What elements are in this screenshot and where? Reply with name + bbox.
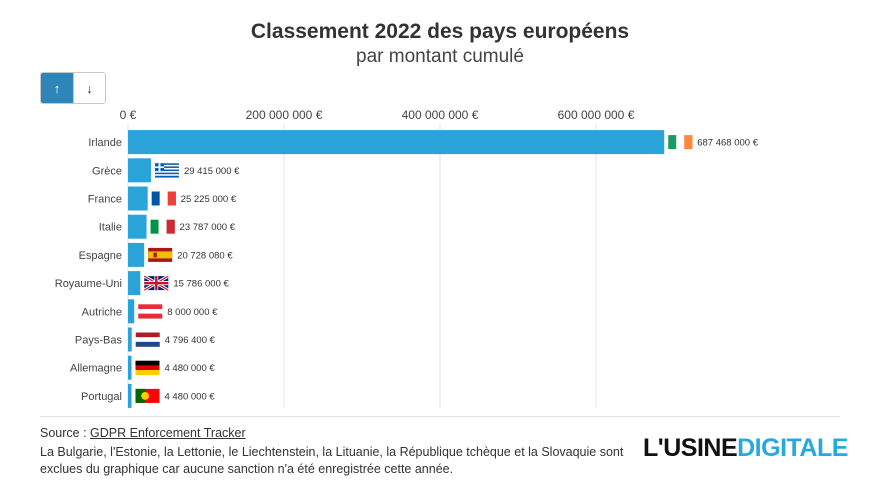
arrow-down-icon: ↓ — [86, 80, 93, 96]
data-label: 4 480 000 € — [164, 391, 215, 402]
data-label: 4 480 000 € — [164, 363, 215, 374]
flag-ie-icon — [668, 135, 693, 150]
x-tick-label: 600 000 000 € — [558, 108, 635, 122]
flag-nl-icon — [135, 332, 160, 347]
data-label: 4 796 400 € — [165, 335, 216, 346]
bar — [128, 271, 141, 296]
bar-chart: 0 € 200 000 000 € 400 000 000 € 600 000 000… — [55, 108, 759, 408]
category-label: Portugal — [81, 391, 122, 403]
flag-at-icon — [138, 304, 163, 319]
bar — [128, 242, 145, 267]
chart-subtitle: par montant cumulé — [356, 46, 524, 67]
data-label: 29 415 000 € — [184, 166, 240, 177]
bar — [128, 130, 665, 155]
data-label: 687 468 000 € — [697, 138, 758, 149]
bar — [128, 299, 135, 324]
flag-gr-icon — [154, 163, 179, 178]
flag-fr-icon — [151, 191, 176, 206]
data-label: 25 225 000 € — [181, 194, 237, 205]
data-label: 8 000 000 € — [167, 307, 218, 318]
sort-toggle: ↑ ↓ — [40, 72, 106, 104]
x-tick-label: 200 000 000 € — [246, 108, 323, 122]
data-label: 15 786 000 € — [173, 279, 229, 290]
source-line: Source : GDPR Enforcement Tracker — [40, 426, 246, 440]
publisher-logo: L'USINEDIGITALE — [643, 434, 848, 463]
category-label: Irlande — [88, 137, 122, 149]
bar — [128, 355, 132, 380]
arrow-up-icon: ↑ — [53, 80, 61, 96]
flag-pt-icon — [135, 388, 160, 403]
category-label: France — [88, 194, 122, 206]
flag-es-icon — [148, 247, 173, 262]
flag-de-icon — [135, 360, 160, 375]
x-tick-label: 400 000 000 € — [402, 108, 479, 122]
category-label: Autriche — [82, 306, 122, 318]
category-label: Espagne — [79, 250, 122, 262]
category-label: Allemagne — [70, 363, 122, 375]
sort-descending-button[interactable]: ↓ — [73, 73, 105, 103]
bar — [128, 383, 132, 408]
sort-ascending-button[interactable]: ↑ — [41, 73, 73, 103]
data-label: 20 728 080 € — [177, 250, 233, 261]
bar — [128, 186, 148, 211]
bar — [128, 327, 132, 352]
bar — [128, 214, 147, 239]
footer-divider — [40, 416, 840, 417]
logo-text-usine: L'USINE — [643, 434, 738, 462]
category-label: Grèce — [92, 165, 122, 177]
chart-title: Classement 2022 des pays européens — [250, 20, 630, 43]
flag-gb-icon — [143, 274, 170, 292]
category-label: Italie — [99, 222, 122, 234]
category-label: Pays-Bas — [75, 335, 123, 347]
bar — [128, 158, 151, 183]
source-link[interactable]: GDPR Enforcement Tracker — [90, 426, 246, 440]
source-prefix: Source : — [40, 426, 91, 440]
data-label: 23 787 000 € — [180, 222, 236, 233]
footnote: La Bulgarie, l'Estonie, la Lettonie, le … — [40, 445, 624, 476]
logo-text-digitale: DIGITALE — [737, 434, 848, 462]
category-label: Royaume-Uni — [55, 278, 122, 290]
x-tick-label: 0 € — [120, 108, 137, 122]
flag-it-icon — [150, 219, 175, 234]
